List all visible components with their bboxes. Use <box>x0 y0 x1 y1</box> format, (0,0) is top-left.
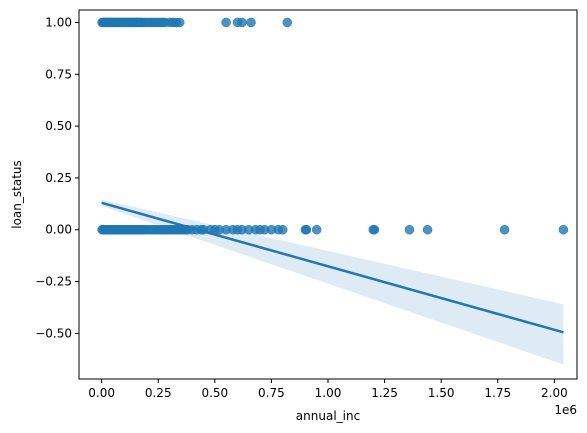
scatter-point <box>301 224 312 235</box>
x-axis-label: annual_inc <box>296 409 360 423</box>
scatter-points-layer <box>97 17 569 235</box>
x-tick-label: 1.25 <box>371 386 398 400</box>
x-tick-label: 2.00 <box>541 386 568 400</box>
scatter-point <box>237 17 247 28</box>
scatter-point <box>174 17 185 28</box>
confidence-band-layer <box>101 199 564 365</box>
y-tick-label: −0.25 <box>35 275 72 289</box>
y-tick-label: −0.50 <box>35 326 72 340</box>
regression-line-layer <box>101 201 564 334</box>
x-tick-label: 1.00 <box>315 386 342 400</box>
scatter-point <box>404 224 415 235</box>
scatter-point <box>558 224 569 235</box>
scatter-point <box>246 17 256 28</box>
x-tick-label: 1.50 <box>428 386 455 400</box>
y-tick-label: 0.25 <box>45 171 72 185</box>
y-tick-label: 0.00 <box>45 223 72 237</box>
x-tick-label: 0.25 <box>145 386 172 400</box>
scatter-point <box>369 224 380 235</box>
scatter-point <box>499 224 510 235</box>
y-tick-label: 0.75 <box>45 67 72 81</box>
x-tick-label: 1.75 <box>484 386 511 400</box>
y-axis-label: loan_status <box>10 160 24 229</box>
regression-line <box>101 201 564 334</box>
scatter-point <box>311 224 322 235</box>
y-axis-ticks: 1.00 0.75 0.50 0.25 0.00 −0.25 −0.50 <box>35 15 79 340</box>
x-tick-label: 0.75 <box>258 386 285 400</box>
x-tick-label: 0.50 <box>201 386 228 400</box>
scatter-point <box>277 224 288 235</box>
scatter-point <box>422 224 433 235</box>
x-tick-label: 0.00 <box>88 386 115 400</box>
scatter-point <box>282 17 293 28</box>
x-axis-ticks: 0.00 0.25 0.50 0.75 1.00 1.25 1.50 1.75 2.00 <box>88 379 568 400</box>
scatter-point <box>221 17 231 28</box>
y-tick-label: 1.00 <box>45 15 72 29</box>
confidence-band <box>101 199 564 365</box>
x-axis-offset-label: 1e6 <box>554 403 577 417</box>
y-tick-label: 0.50 <box>45 119 72 133</box>
